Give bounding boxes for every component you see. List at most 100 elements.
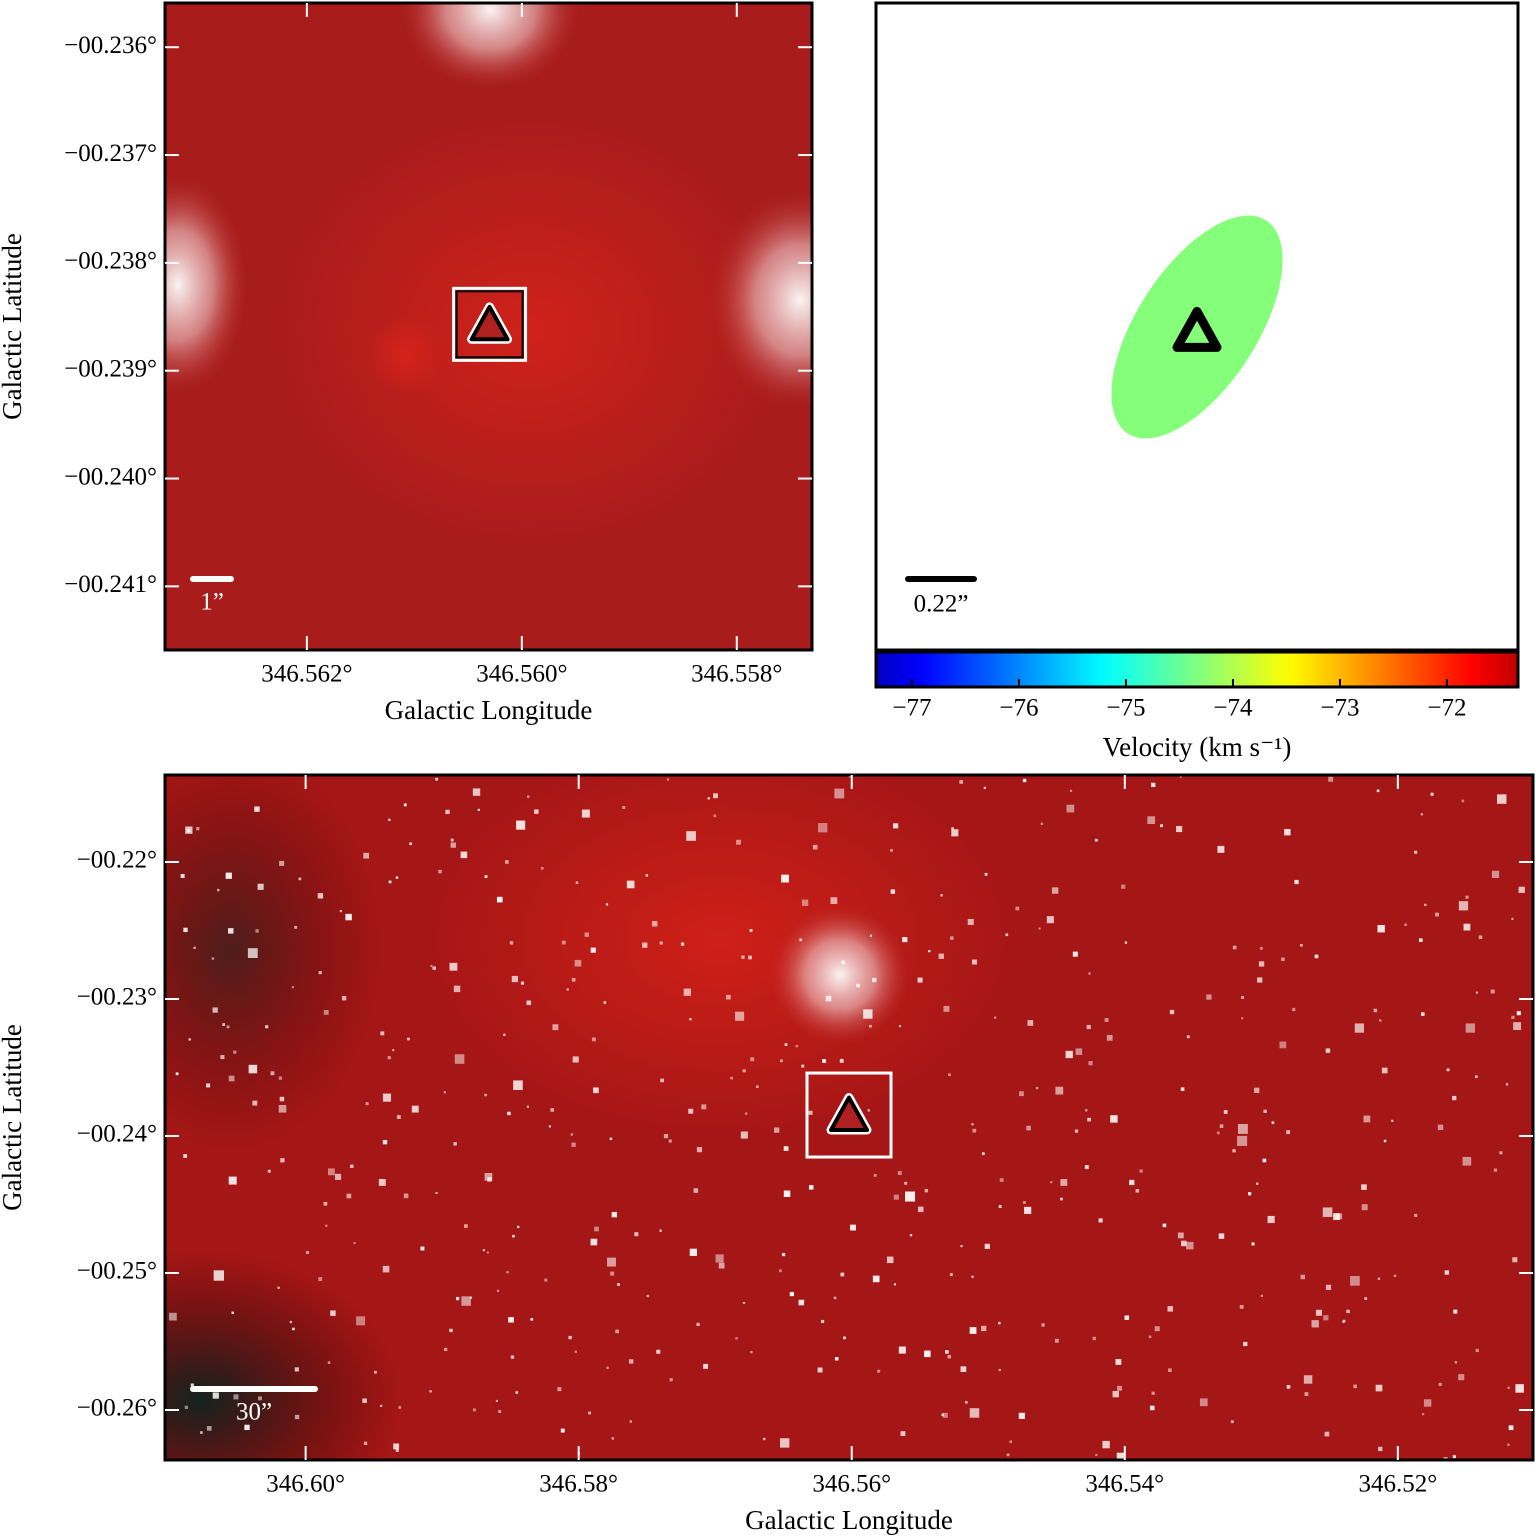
- star: [1507, 1443, 1510, 1446]
- star: [453, 1142, 457, 1146]
- star: [374, 1370, 377, 1374]
- star: [951, 829, 959, 837]
- star: [938, 953, 944, 959]
- star: [1085, 1109, 1088, 1112]
- star: [1497, 794, 1507, 804]
- star: [516, 820, 526, 830]
- star: [1378, 1446, 1383, 1452]
- star: [688, 1108, 694, 1114]
- star: [185, 826, 193, 834]
- star: [1199, 1398, 1208, 1407]
- star: [339, 910, 342, 913]
- star: [495, 1399, 498, 1402]
- star: [1237, 1135, 1248, 1146]
- star: [1322, 1207, 1333, 1217]
- star: [396, 1115, 401, 1119]
- star: [611, 1211, 617, 1218]
- star: [839, 1058, 844, 1063]
- star: [460, 851, 468, 859]
- star: [509, 941, 514, 945]
- star: [382, 1093, 392, 1102]
- colorbar-tick-label: −72: [1427, 695, 1466, 722]
- star: [833, 1296, 837, 1300]
- star: [1110, 1115, 1118, 1123]
- star: [950, 936, 954, 940]
- star: [1490, 989, 1495, 994]
- star: [526, 1000, 532, 1006]
- star: [666, 778, 670, 781]
- star: [1106, 1034, 1113, 1041]
- star: [1446, 1068, 1450, 1072]
- x-tick-label: 346.60°: [266, 1471, 345, 1498]
- star: [1393, 1274, 1397, 1278]
- star: [696, 1322, 700, 1327]
- star: [1248, 1192, 1252, 1196]
- star: [510, 1355, 515, 1359]
- star: [1038, 927, 1041, 930]
- marker-box: [805, 1071, 893, 1159]
- star: [362, 1398, 367, 1403]
- star: [1421, 1413, 1425, 1416]
- star: [1217, 845, 1225, 853]
- star: [1435, 912, 1439, 917]
- x-axis-label: Galactic Longitude: [745, 1505, 953, 1535]
- star: [588, 1411, 591, 1415]
- star: [247, 948, 258, 958]
- star: [784, 1043, 788, 1046]
- star: [407, 1037, 410, 1041]
- star: [1060, 1179, 1068, 1186]
- star: [789, 1291, 795, 1297]
- star: [1051, 887, 1059, 894]
- star: [515, 1391, 518, 1394]
- star: [1022, 778, 1027, 783]
- scale-bar-label: 0.22”: [914, 591, 969, 618]
- star: [346, 1193, 352, 1199]
- star: [445, 809, 450, 815]
- star: [1518, 886, 1525, 893]
- star: [611, 1437, 614, 1440]
- star: [520, 981, 525, 985]
- star: [550, 1108, 554, 1112]
- star: [1151, 1391, 1155, 1395]
- star: [893, 823, 899, 829]
- star: [454, 1054, 465, 1064]
- star: [429, 1390, 432, 1393]
- star: [971, 959, 977, 965]
- star: [1065, 1050, 1073, 1059]
- star: [626, 880, 635, 889]
- x-tick-label: 346.52°: [1358, 1471, 1437, 1498]
- star: [380, 1031, 385, 1036]
- star: [1060, 1197, 1063, 1201]
- y-tick-label: −00.239°: [64, 355, 157, 382]
- star: [918, 1206, 924, 1213]
- star: [1324, 1431, 1330, 1437]
- star: [486, 1251, 489, 1254]
- star: [890, 889, 896, 894]
- star: [570, 1133, 574, 1136]
- colorbar-tick-label: −73: [1320, 695, 1359, 722]
- star: [225, 872, 232, 879]
- star: [783, 1190, 791, 1197]
- star: [1005, 933, 1009, 937]
- star: [1452, 1455, 1456, 1459]
- star: [1147, 816, 1156, 825]
- scale-bar-label: 30”: [236, 1399, 272, 1426]
- star: [432, 966, 436, 970]
- star: [689, 1248, 697, 1256]
- star: [948, 1073, 951, 1077]
- star: [917, 977, 923, 983]
- star: [1154, 1326, 1160, 1332]
- scale-bar-label: 1”: [200, 589, 224, 616]
- y-tick-label: −00.25°: [77, 1258, 157, 1285]
- star: [395, 876, 399, 879]
- star: [1251, 1242, 1255, 1246]
- star: [1350, 1275, 1360, 1286]
- star: [1328, 776, 1334, 782]
- star: [799, 938, 802, 942]
- star: [380, 1404, 383, 1407]
- star: [255, 929, 259, 933]
- star: [893, 1283, 896, 1286]
- star: [1314, 954, 1319, 959]
- star: [779, 1269, 782, 1273]
- star: [472, 1408, 476, 1412]
